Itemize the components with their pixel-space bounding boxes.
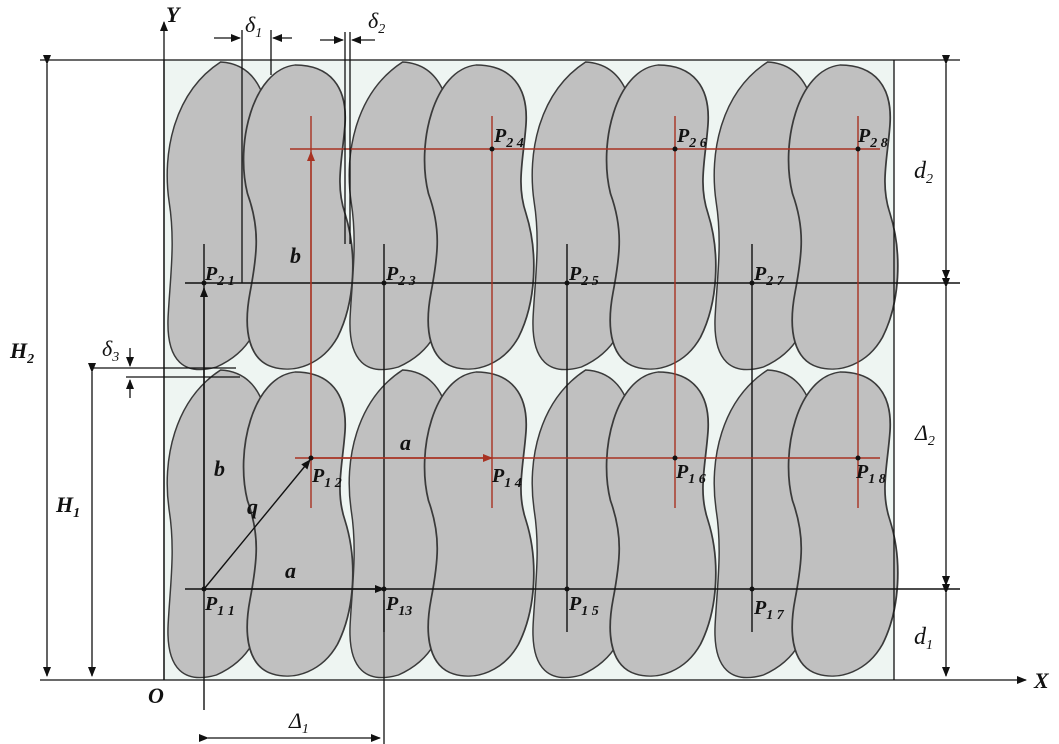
point-label-P17: P1 7	[753, 597, 785, 623]
point-label-P24: P2 4	[493, 125, 524, 151]
point-label-P26: P2 6	[676, 125, 707, 151]
b-top-label: b	[290, 243, 301, 268]
q-vector	[203, 459, 311, 590]
point-label-P14: P1 4	[491, 465, 522, 491]
point-label-P16: P1 6	[675, 461, 706, 487]
H2-label: H2	[9, 338, 34, 367]
point-label-P15: P1 5	[568, 593, 599, 619]
x-axis-label: X	[1033, 668, 1050, 693]
point-label-P13: P13	[385, 593, 412, 619]
black-grid	[185, 244, 960, 710]
Delta1-label: Δ1	[288, 708, 309, 737]
origin-label: O	[148, 683, 164, 708]
point-label-P21: P2 1	[204, 263, 235, 289]
a-bottom-label: a	[285, 558, 296, 583]
H1-label: H1	[55, 492, 80, 521]
point-label-P27: P2 7	[753, 263, 785, 289]
point-label-P25: P2 5	[568, 263, 599, 289]
dimension-lines	[43, 30, 950, 744]
point-label-P18: P1 8	[855, 461, 886, 487]
delta-2-label: δ2	[368, 8, 385, 37]
d2-label: d2	[914, 158, 933, 187]
red-grid	[290, 116, 880, 508]
point-label-P11: P1 1	[204, 593, 235, 619]
d1-label: d1	[914, 624, 933, 653]
y-axis-label: Y	[166, 2, 182, 27]
point-label-P23: P2 3	[385, 263, 416, 289]
grid-points	[201, 146, 861, 592]
delta-3-label: δ3	[102, 336, 119, 365]
a-top-label: a	[400, 430, 411, 455]
q-label: q	[247, 494, 258, 519]
b-left-label: b	[214, 456, 225, 481]
delta-1-label: δ1	[245, 12, 262, 41]
point-label-P28: P2 8	[857, 125, 888, 151]
Delta2-label: Δ2	[914, 420, 935, 449]
point-label-P12: P1 2	[311, 465, 342, 491]
